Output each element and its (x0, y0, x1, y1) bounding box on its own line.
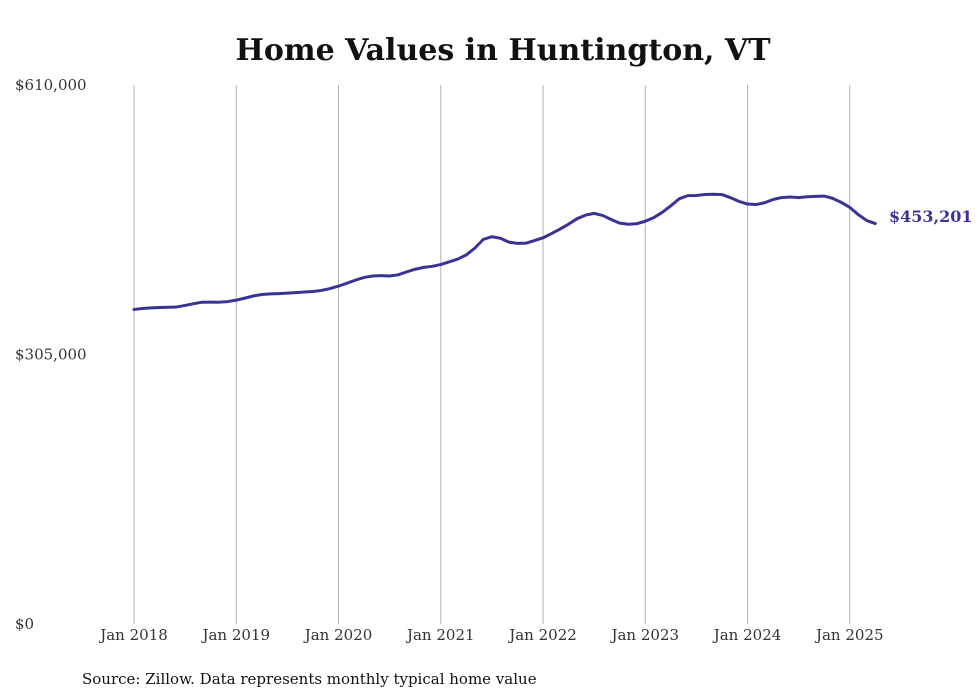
x-tick-label: Jan 2024 (712, 626, 782, 644)
end-value-label: $453,201 (889, 207, 973, 226)
x-tick-label: Jan 2018 (98, 626, 168, 644)
x-tick-label: Jan 2023 (609, 626, 679, 644)
source-note: Source: Zillow. Data represents monthly … (82, 670, 537, 688)
series-line-home-values (132, 192, 877, 311)
grid-lines (133, 85, 851, 624)
y-axis-ticks: $0 $305,000 $610,000 (15, 76, 87, 633)
y-tick-label: $305,000 (15, 346, 87, 364)
x-tick-label: Jan 2025 (814, 626, 884, 644)
x-axis-ticks: Jan 2018 Jan 2019 Jan 2020 Jan 2021 Jan 2022… (98, 626, 883, 644)
chart-title: Home Values in Huntington, VT (235, 33, 771, 68)
y-tick-label: $610,000 (15, 76, 87, 94)
x-tick-label: Jan 2021 (405, 626, 475, 644)
y-tick-label: $0 (15, 615, 34, 633)
x-tick-label: Jan 2022 (507, 626, 577, 644)
x-tick-label: Jan 2020 (303, 626, 373, 644)
x-tick-label: Jan 2019 (200, 626, 270, 644)
